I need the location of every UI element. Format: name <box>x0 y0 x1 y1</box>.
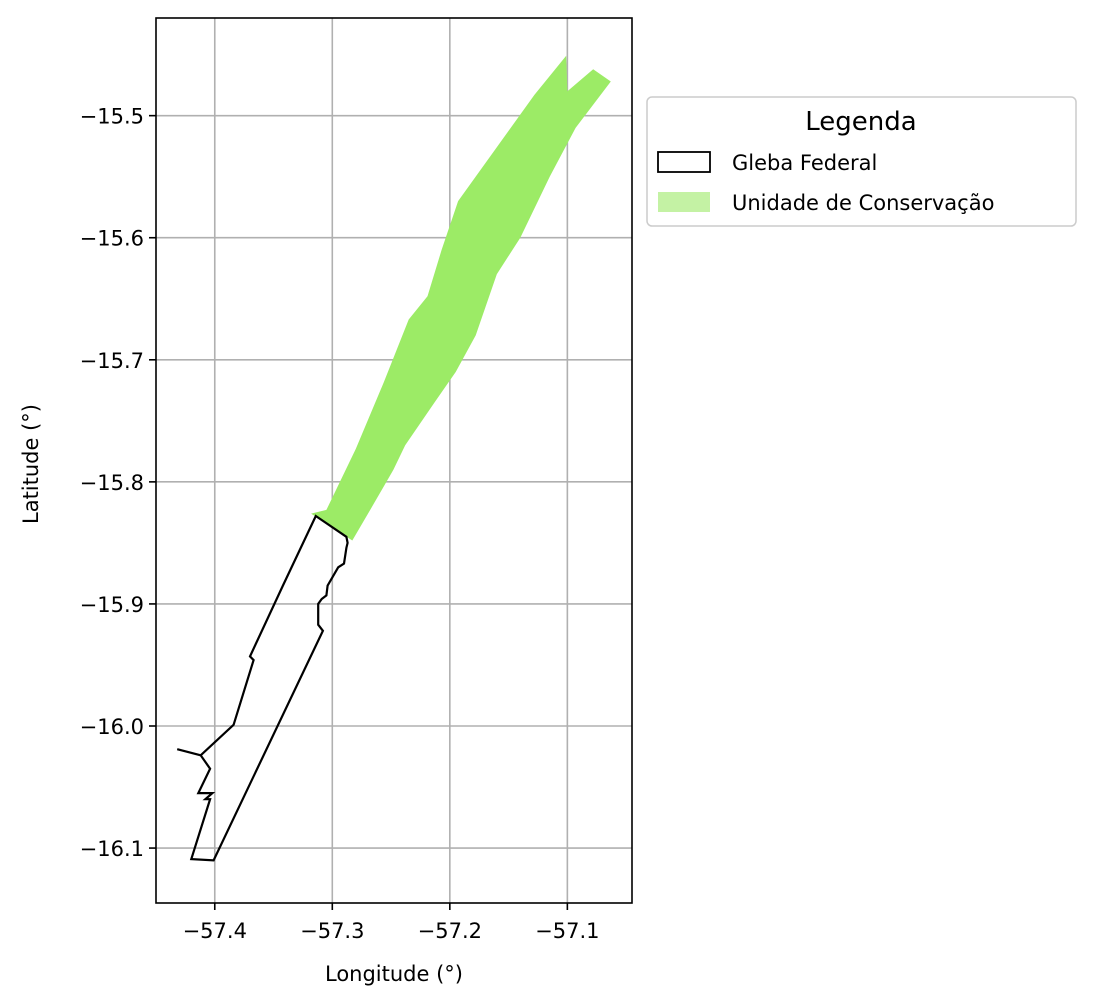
legend-label-unidade-conservacao: Unidade de Conservação <box>732 191 994 215</box>
axis-ticks: −57.4 −57.3 −57.2 −57.1 −15.5 −15.6 −15.7 −15.8… <box>80 105 600 943</box>
x-tick-label-2: −57.2 <box>418 919 482 943</box>
legend-label-gleba-federal: Gleba Federal <box>732 151 877 175</box>
x-axis-label: Longitude (°) <box>325 962 463 986</box>
y-tick-label-5: −16.0 <box>80 715 144 739</box>
x-tick-label-0: −57.4 <box>183 919 247 943</box>
y-tick-label-6: −16.1 <box>80 837 144 861</box>
legend-swatch-unidade-conservacao <box>658 192 710 212</box>
unidade-conservacao-polygon <box>311 55 611 541</box>
map-layers <box>176 55 611 862</box>
y-tick-label-4: −15.9 <box>80 593 144 617</box>
y-axis-label: Latitude (°) <box>19 404 43 524</box>
y-tick-label-1: −15.6 <box>80 227 144 251</box>
y-tick-label-3: −15.8 <box>80 471 144 495</box>
x-tick-label-1: −57.3 <box>300 919 364 943</box>
legend-box <box>646 96 1077 227</box>
gleba-federal-polygon <box>176 514 349 862</box>
grid-lines <box>156 18 632 903</box>
y-tick-label-0: −15.5 <box>80 105 144 129</box>
legend-swatch-gleba-federal <box>657 151 711 173</box>
legend: Legenda Gleba Federal Unidade de Conserv… <box>646 96 1077 227</box>
legend-title: Legenda <box>805 107 916 137</box>
plot-frame <box>155 17 633 904</box>
x-tick-label-3: −57.1 <box>535 919 599 943</box>
y-tick-label-2: −15.7 <box>80 349 144 373</box>
